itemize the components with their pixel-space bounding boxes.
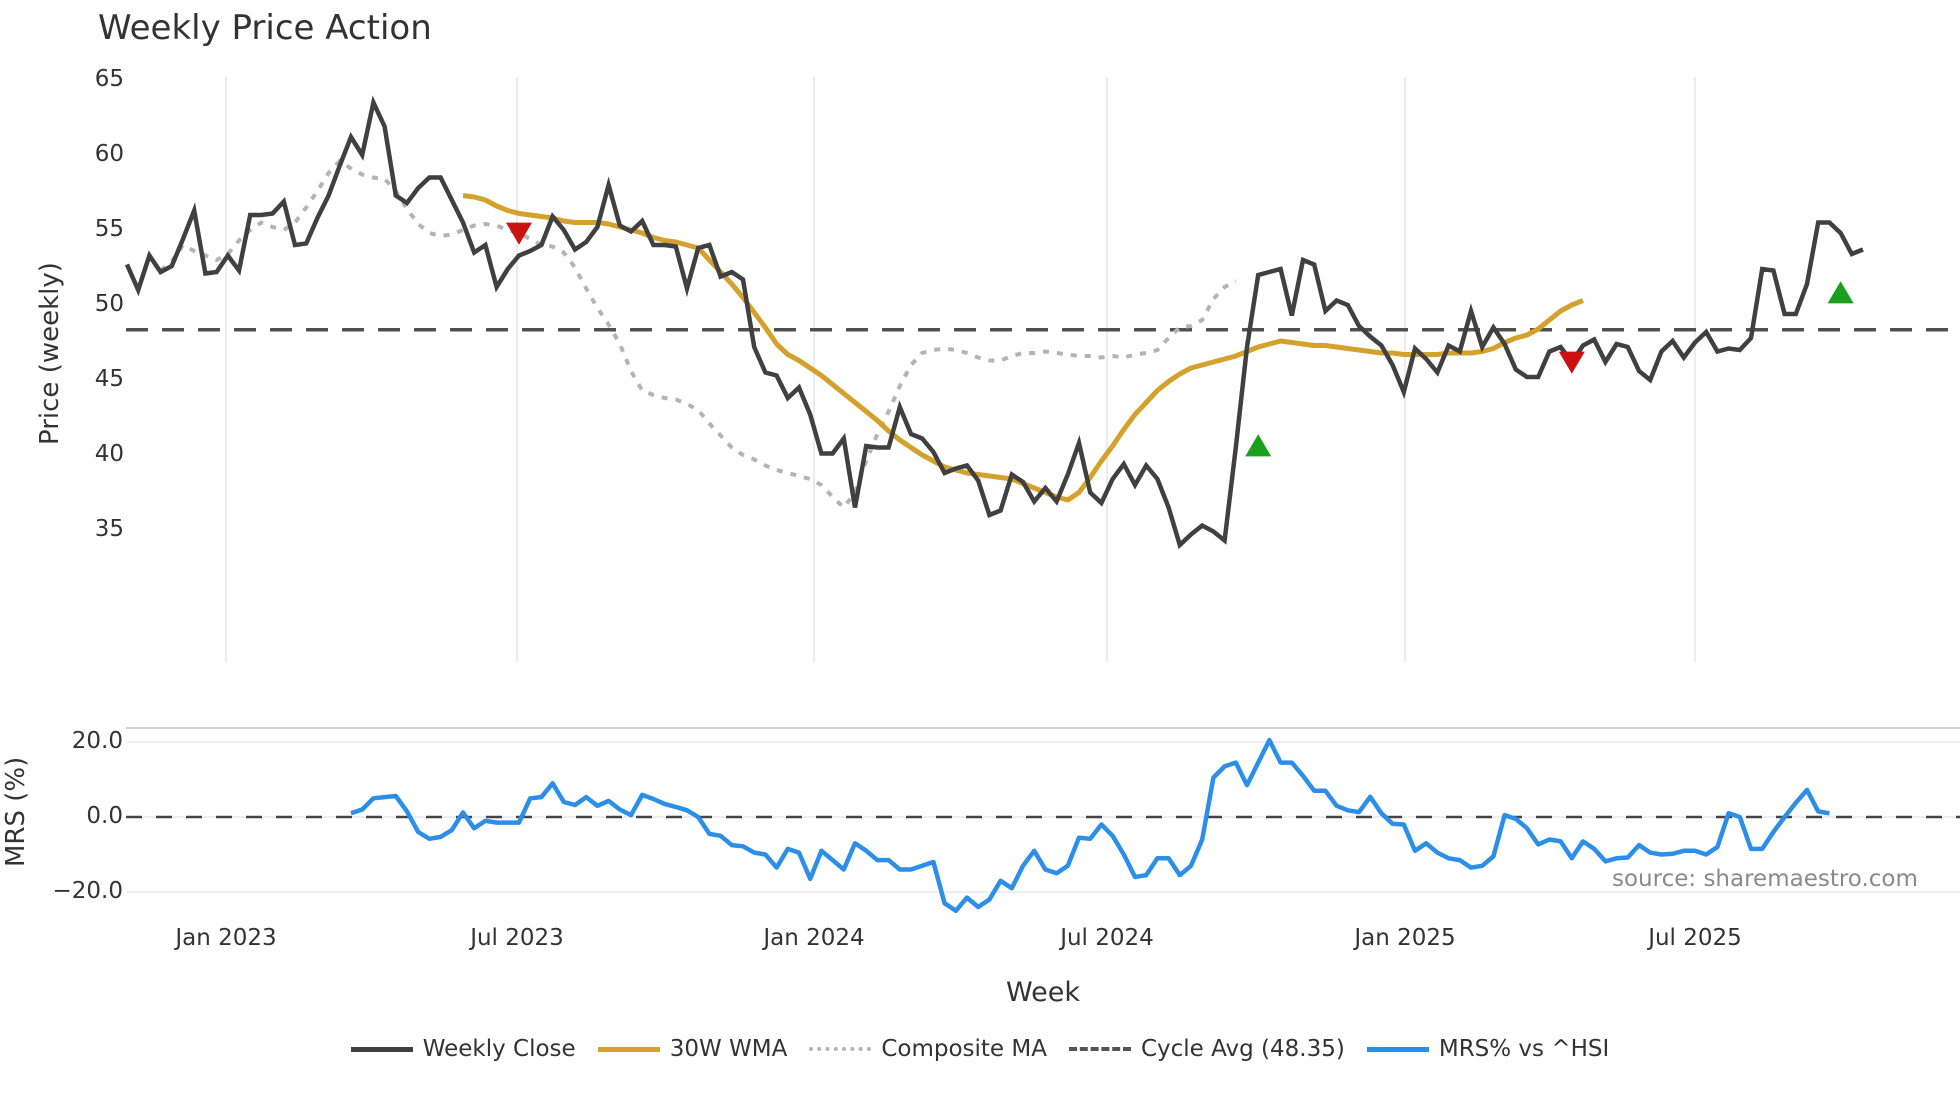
weekly-close-swatch-icon (350, 1046, 413, 1052)
x-tick-label: Jul 2024 (1060, 925, 1154, 951)
legend-label: Composite MA (881, 1036, 1047, 1062)
x-tick-label: Jul 2023 (470, 925, 564, 951)
mrs-swatch-icon (1366, 1046, 1429, 1052)
chart-title: Weekly Price Action (98, 8, 432, 48)
wma-swatch-icon (597, 1046, 660, 1052)
mrs-line (350, 737, 1830, 914)
sell-signal-triangle-down-icon (506, 222, 532, 245)
source-attribution: source: sharemaestro.com (1612, 866, 1918, 892)
legend-item-weekly-close[interactable]: Weekly Close (350, 1036, 576, 1062)
price-tick-label: 45 (94, 366, 124, 392)
x-tick-label: Jan 2025 (1354, 925, 1456, 951)
mrs-tick-label: 20.0 (71, 728, 123, 754)
buy-signal-triangle-up-icon (1827, 281, 1854, 304)
legend-item-mrs[interactable]: MRS% vs ^HSI (1366, 1036, 1610, 1062)
x-axis-label: Week (1006, 977, 1080, 1008)
x-tick-label: Jul 2025 (1648, 925, 1742, 951)
price-tick-label: 60 (94, 141, 124, 167)
legend: Weekly Close 30W WMA Composite MA Cycle … (0, 1036, 1960, 1062)
buy-signal-triangle-up-icon (1245, 434, 1272, 457)
price-tick-label: 55 (94, 216, 124, 242)
sell-signal-triangle-down-icon (1558, 351, 1585, 374)
cycle-avg-swatch-icon (1068, 1047, 1131, 1051)
legend-item-wma[interactable]: 30W WMA (597, 1036, 788, 1062)
vertical-gridlines (225, 77, 1696, 662)
mrs-tick-label: −20.0 (52, 878, 123, 904)
price-tick-label: 35 (94, 516, 124, 542)
price-tick-label: 65 (94, 66, 124, 92)
mrs-axis-label: MRS (%) (1, 756, 31, 867)
legend-item-cycle-avg[interactable]: Cycle Avg (48.35) (1068, 1036, 1345, 1062)
legend-item-composite-ma[interactable]: Composite MA (809, 1036, 1047, 1062)
legend-label: Cycle Avg (48.35) (1140, 1036, 1345, 1062)
legend-label: MRS% vs ^HSI (1438, 1036, 1610, 1062)
price-tick-label: 40 (94, 441, 124, 467)
price-axis-label: Price (weekly) (35, 262, 65, 445)
composite-ma-swatch-icon (809, 1047, 872, 1051)
price-tick-label: 50 (94, 291, 124, 317)
x-tick-label: Jan 2024 (763, 925, 865, 951)
legend-label: 30W WMA (669, 1036, 788, 1062)
x-tick-label: Jan 2023 (175, 925, 277, 951)
signal-markers (506, 222, 1854, 457)
legend-label: Weekly Close (422, 1036, 576, 1062)
mrs-tick-label: 0.0 (86, 803, 123, 829)
